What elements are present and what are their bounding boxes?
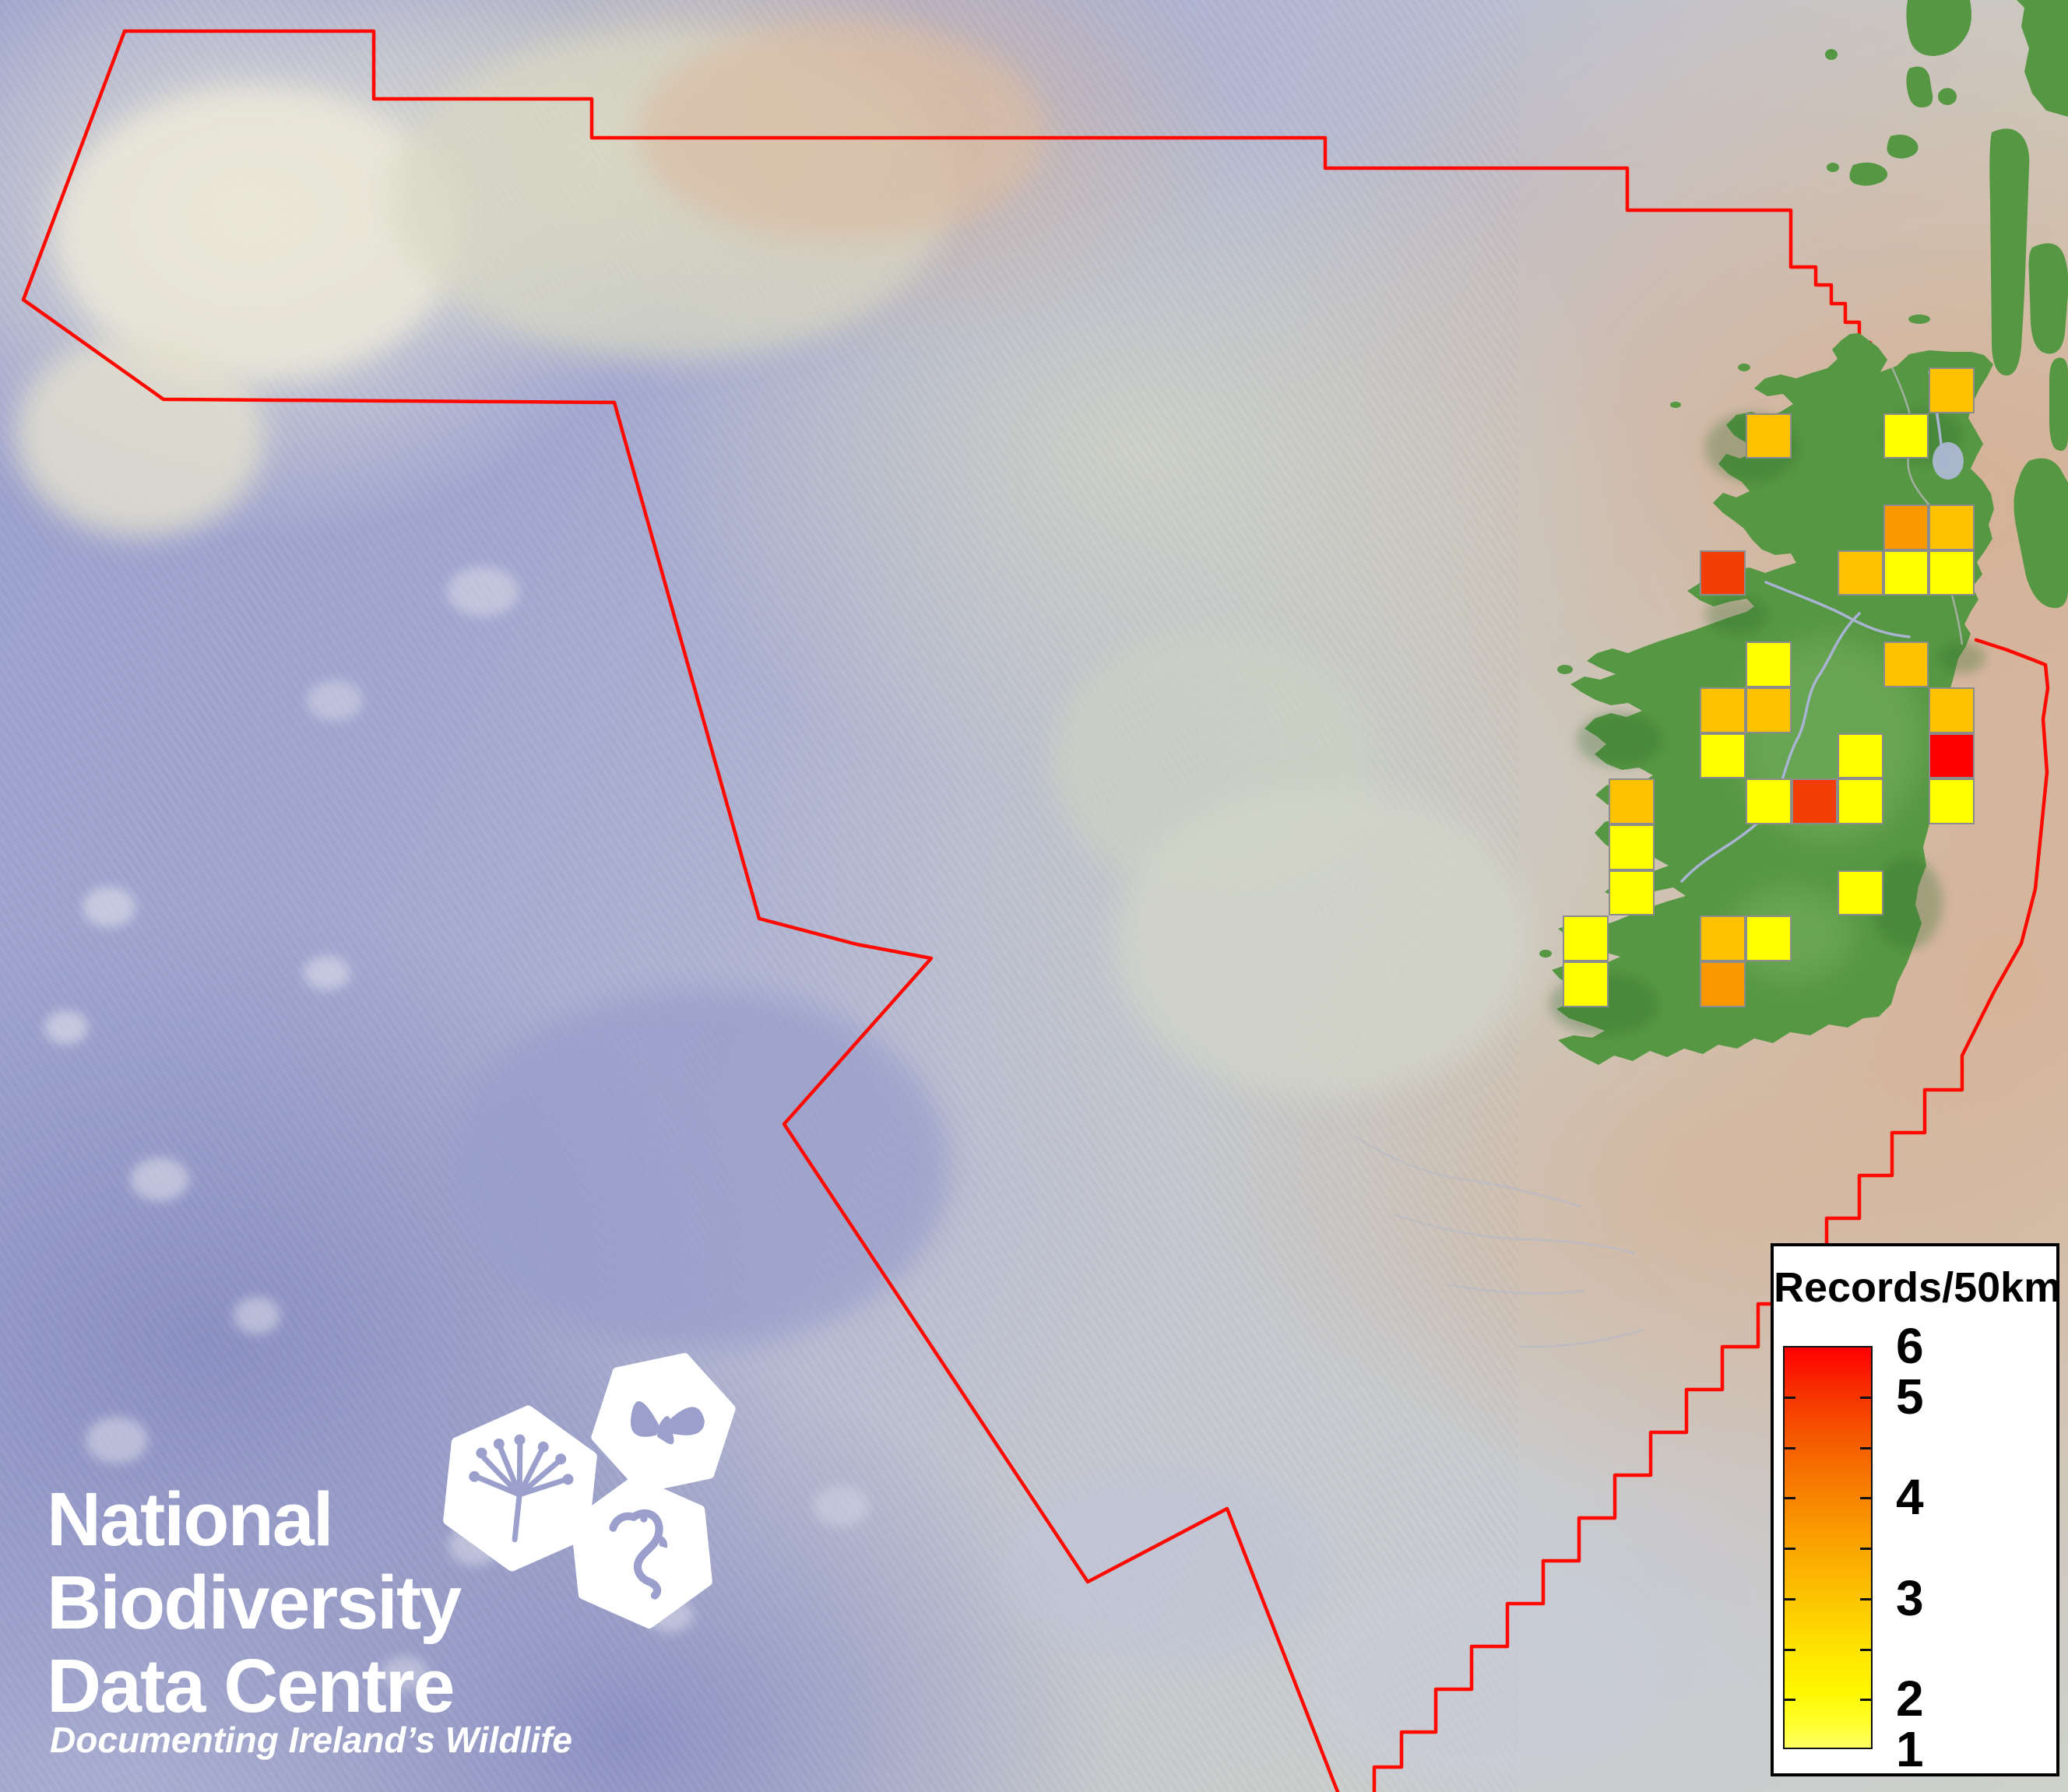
legend-tick-label: 1 — [1896, 1721, 1924, 1777]
grid-cell[interactable] — [1563, 915, 1609, 962]
grid-cell[interactable] — [1837, 870, 1883, 916]
river-shannon — [1680, 612, 1861, 883]
grid-cell[interactable] — [1929, 778, 1975, 824]
seafloor-relief — [16, 23, 1658, 1790]
grid-cell[interactable] — [1700, 733, 1746, 779]
seahorse-hexagon-icon — [571, 1476, 712, 1629]
legend-tick-mark — [1860, 1648, 1873, 1651]
legend-tick-label: 2 — [1896, 1671, 1924, 1727]
logo-line-data-centre: Data Centre — [47, 1643, 455, 1728]
grid-cell[interactable] — [1837, 733, 1883, 779]
legend-tick-mark — [1860, 1497, 1873, 1500]
river-erne — [1764, 581, 1911, 638]
legend-title: Records/50km — [1774, 1264, 2062, 1311]
logo-line-biodiversity: Biodiversity — [47, 1560, 462, 1645]
legend-tick-label: 6 — [1896, 1318, 1924, 1374]
grid-cell[interactable] — [1563, 961, 1609, 1007]
legend-tick-label: 5 — [1896, 1368, 1924, 1425]
grid-cell[interactable] — [1700, 915, 1746, 962]
grid-cell[interactable] — [1837, 778, 1883, 824]
legend-tick-mark — [1783, 1497, 1795, 1500]
grid-cell[interactable] — [1746, 641, 1792, 687]
grid-cell[interactable] — [1746, 413, 1792, 459]
grid-cell[interactable] — [1700, 687, 1746, 733]
legend-tick-mark — [1783, 1548, 1795, 1550]
grid-cell[interactable] — [1883, 550, 1929, 596]
logo-line-national: National — [47, 1477, 334, 1562]
legend-tick-mark — [1860, 1597, 1873, 1601]
shelf-canyons — [1354, 1135, 1644, 1348]
grid-cell[interactable] — [1929, 550, 1975, 596]
legend-tick-label: 3 — [1896, 1569, 1924, 1626]
grid-cell[interactable] — [1608, 824, 1655, 870]
legend-tick-mark — [1783, 1396, 1795, 1399]
legend-tick-mark — [1860, 1446, 1873, 1449]
grid-cell[interactable] — [1792, 778, 1838, 824]
grid-cell[interactable] — [1883, 413, 1929, 459]
legend-gradient-bar — [1783, 1346, 1873, 1749]
legend-tick-mark — [1783, 1699, 1795, 1702]
grid-cell[interactable] — [1883, 504, 1929, 550]
legend-tick-mark — [1783, 1597, 1795, 1601]
grid-cell[interactable] — [1746, 687, 1792, 733]
grid-cell[interactable] — [1700, 550, 1746, 596]
grid-cell[interactable] — [1746, 778, 1792, 824]
grid-cell[interactable] — [1746, 915, 1792, 962]
legend-tick-label: 4 — [1896, 1469, 1924, 1526]
legend-tick-mark — [1860, 1548, 1873, 1550]
grid-cell[interactable] — [1929, 687, 1975, 733]
grid-cell[interactable] — [1837, 550, 1883, 596]
grid-cell[interactable] — [1929, 733, 1975, 779]
grid-cell[interactable] — [1608, 778, 1655, 824]
grid-cell[interactable] — [1929, 504, 1975, 550]
grid-cell[interactable] — [1929, 367, 1975, 413]
grid-cell[interactable] — [1883, 641, 1929, 687]
legend-tick-mark — [1783, 1446, 1795, 1449]
legend-tick-mark — [1860, 1396, 1873, 1399]
plant-hexagon-icon — [443, 1405, 597, 1572]
logo-tagline: Documenting Ireland’s Wildlife — [50, 1720, 572, 1760]
butterfly-hexagon-icon — [591, 1353, 736, 1493]
lough-neagh-lake — [1933, 442, 1964, 480]
legend-tick-mark — [1860, 1699, 1873, 1702]
irish-islets — [1539, 314, 1930, 957]
scotland-landmass — [1825, 0, 2068, 609]
logo-hexagons — [443, 1353, 736, 1629]
grid-cell[interactable] — [1700, 961, 1746, 1007]
grid-cell[interactable] — [1608, 870, 1655, 916]
legend-tick-mark — [1783, 1648, 1795, 1651]
